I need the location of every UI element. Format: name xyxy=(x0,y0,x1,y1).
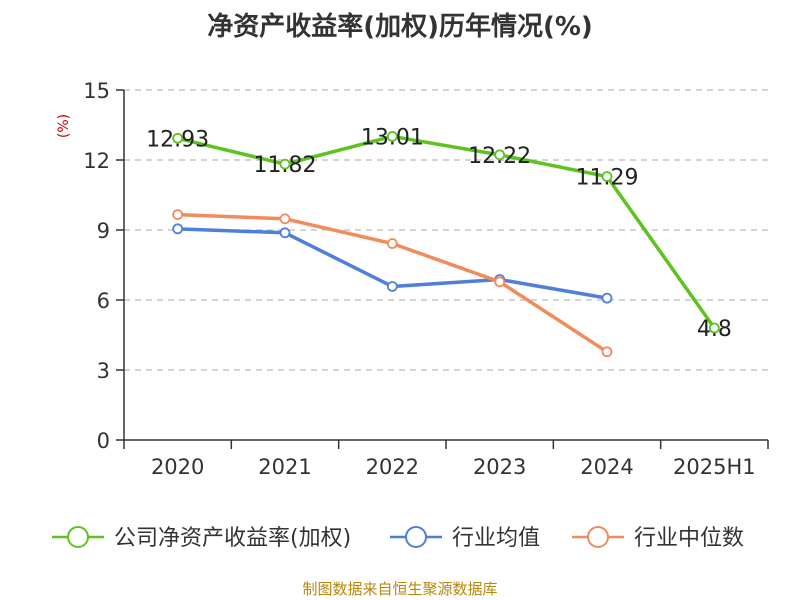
data-point xyxy=(601,171,613,182)
data-point xyxy=(172,223,184,235)
x-tick-label: 2025H1 xyxy=(673,455,756,479)
data-point xyxy=(601,346,613,358)
legend-label: 公司净资产收益率(加权) xyxy=(114,526,351,551)
y-tick-label: 12 xyxy=(83,149,110,173)
grid-lines xyxy=(124,89,768,371)
data-point xyxy=(386,131,398,142)
y-tick-label: 6 xyxy=(97,289,110,313)
data-point xyxy=(172,209,184,221)
legend-label: 行业均值 xyxy=(452,526,540,551)
y-tick-label: 0 xyxy=(97,429,110,453)
data-label: 13.01 xyxy=(361,125,424,150)
legend-item: 行业中位数 xyxy=(572,526,744,551)
chart-title: 净资产收益率(加权)历年情况(%) xyxy=(207,12,593,42)
data-point xyxy=(279,158,291,170)
legend-label: 行业中位数 xyxy=(634,526,744,551)
data-point xyxy=(494,149,506,161)
y-tick-label: 15 xyxy=(83,79,110,103)
data-point xyxy=(386,281,398,292)
series-line xyxy=(177,134,716,330)
legend-marker xyxy=(587,526,609,548)
data-point xyxy=(279,213,291,225)
data-label: 11.29 xyxy=(576,166,639,191)
legend-item: 行业均值 xyxy=(390,526,540,551)
series-lines xyxy=(172,131,720,358)
data-point xyxy=(279,227,291,239)
y-axis-unit-label: (%) xyxy=(56,114,72,138)
legend-item: 公司净资产收益率(加权) xyxy=(52,526,351,551)
axes: 0 3 6 9 12 15 2020 2021 2022 2023 2024 2025H1 (%) xyxy=(56,79,769,479)
data-point xyxy=(494,276,506,288)
data-point xyxy=(172,132,184,144)
data-point xyxy=(708,322,720,334)
x-tick-label: 2020 xyxy=(151,455,204,479)
x-tick-label: 2021 xyxy=(258,455,311,479)
x-tick-label: 2023 xyxy=(473,455,526,479)
data-point xyxy=(601,292,613,304)
data-labels: 12.93 11.82 13.01 12.22 11.29 4.8 xyxy=(146,125,732,342)
data-point xyxy=(386,238,398,249)
source-note: 制图数据来自恒生聚源数据库 xyxy=(302,580,498,598)
legend-marker xyxy=(67,526,89,548)
data-label: 4.8 xyxy=(697,317,732,342)
data-label: 11.82 xyxy=(254,153,317,178)
legend-marker xyxy=(405,526,427,548)
y-tick-label: 3 xyxy=(97,359,110,383)
legend: 公司净资产收益率(加权) 行业均值 行业中位数 xyxy=(52,526,744,551)
y-tick-label: 9 xyxy=(97,219,110,243)
data-label: 12.93 xyxy=(146,127,209,152)
x-tick-label: 2022 xyxy=(366,455,419,479)
data-label: 12.22 xyxy=(468,144,531,169)
x-tick-label: 2024 xyxy=(580,455,633,479)
